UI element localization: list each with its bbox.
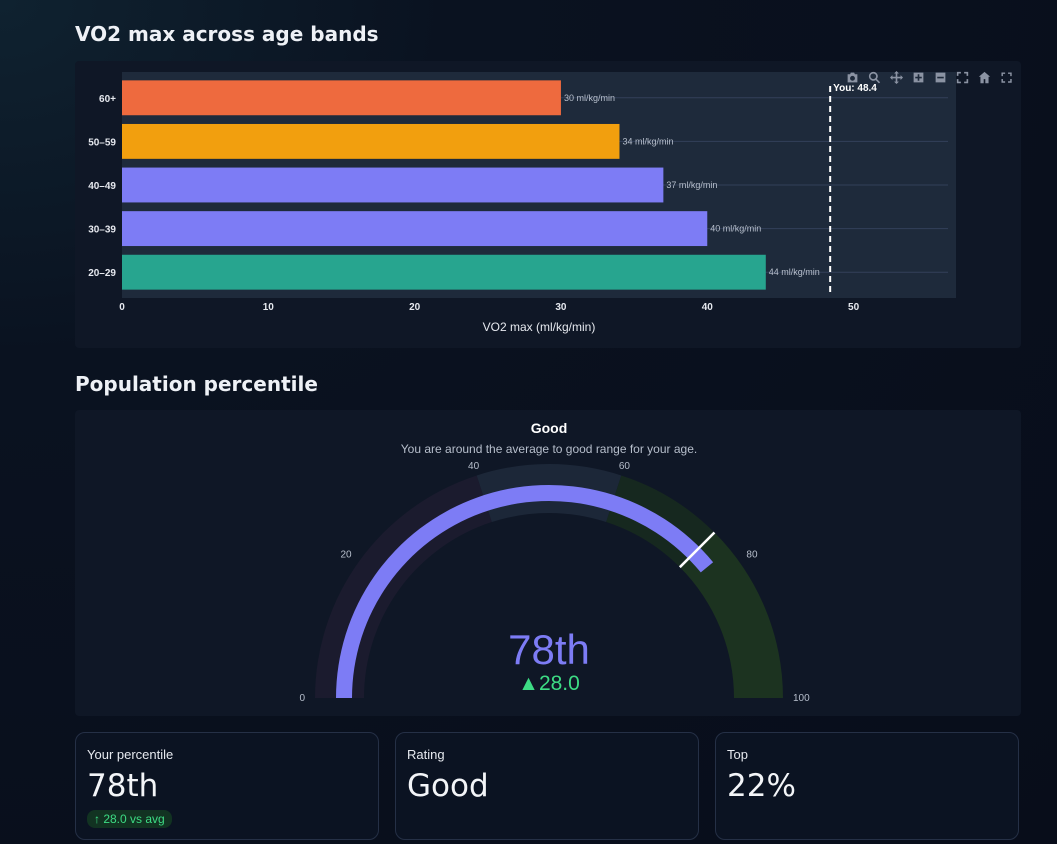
pan-icon[interactable] [887, 69, 905, 85]
x-tick-label: 30 [555, 302, 567, 313]
rating-card-value: Good [407, 768, 489, 804]
x-tick-label: 50 [848, 302, 860, 313]
reference-line-label: You: 48.4 [833, 83, 877, 94]
chart-modebar [843, 69, 1015, 85]
zoom-out-icon[interactable] [931, 69, 949, 85]
bar-chart[interactable]: 60+ 30 ml/kg/min 50–59 34 ml/kg/min 40–49 37 … [75, 61, 1021, 348]
top-card-value: 22% [727, 768, 796, 804]
gauge-tick-label: 60 [619, 461, 631, 472]
gauge-tick-label: 0 [299, 693, 305, 704]
top-card: Top 22% [715, 732, 1019, 840]
gauge-title: Good [531, 420, 568, 436]
x-tick-label: 0 [119, 302, 125, 313]
gauge-step [679, 532, 783, 698]
rating-card: Rating Good [395, 732, 699, 840]
gauge-value-bar [336, 485, 714, 698]
gauge-tick-label: 40 [468, 461, 480, 472]
autoscale-icon[interactable] [953, 69, 971, 85]
gauge-tick-label: 100 [793, 693, 810, 704]
x-tick-label: 40 [702, 302, 714, 313]
bar-60+ [122, 80, 561, 116]
gauge-tick-label: 20 [340, 550, 352, 561]
gauge-value-text: 78th [508, 626, 590, 673]
bar-data-label: 34 ml/kg/min [622, 136, 673, 146]
chart-section-title: VO2 max across age bands [75, 22, 379, 46]
bar-chart-panel: 60+ 30 ml/kg/min 50–59 34 ml/kg/min 40–49 37 … [75, 61, 1021, 348]
percentile-card-value: 78th [87, 768, 159, 804]
gauge-panel: Good You are around the average to good r… [75, 410, 1021, 716]
bar-20–29 [122, 254, 766, 290]
delta-badge: ↑ 28.0 vs avg [87, 810, 172, 828]
top-card-label: Top [727, 747, 748, 762]
rating-card-label: Rating [407, 747, 445, 762]
percentile-card-label: Your percentile [87, 747, 174, 762]
y-tick-label: 20–29 [88, 268, 116, 279]
bar-data-label: 44 ml/kg/min [769, 267, 820, 277]
gauge-subtitle: You are around the average to good range… [401, 442, 697, 456]
x-tick-label: 20 [409, 302, 421, 313]
bar-data-label: 30 ml/kg/min [564, 93, 615, 103]
bar-40–49 [122, 167, 664, 203]
home-icon[interactable] [975, 69, 993, 85]
zoom-in-icon[interactable] [909, 69, 927, 85]
x-tick-label: 10 [263, 302, 275, 313]
bar-50–59 [122, 123, 620, 159]
gauge-delta-text: ▲28.0 [518, 672, 580, 695]
fullscreen-icon[interactable] [997, 69, 1015, 85]
percentile-gauge[interactable]: Good You are around the average to good r… [75, 410, 1021, 716]
camera-icon[interactable] [843, 69, 861, 85]
y-tick-label: 30–39 [88, 225, 116, 236]
zoom-icon[interactable] [865, 69, 883, 85]
bar-data-label: 40 ml/kg/min [710, 224, 761, 234]
bar-30–39 [122, 211, 708, 247]
y-tick-label: 60+ [99, 94, 116, 105]
percentile-card: Your percentile 78th ↑ 28.0 vs avg [75, 732, 379, 840]
gauge-tick-label: 80 [746, 550, 758, 561]
gauge-threshold-line [678, 531, 716, 569]
x-axis-label: VO2 max (ml/kg/min) [483, 320, 596, 334]
bar-data-label: 37 ml/kg/min [666, 180, 717, 190]
gauge-section-title: Population percentile [75, 372, 318, 396]
y-tick-label: 50–59 [88, 137, 116, 148]
y-tick-label: 40–49 [88, 181, 116, 192]
